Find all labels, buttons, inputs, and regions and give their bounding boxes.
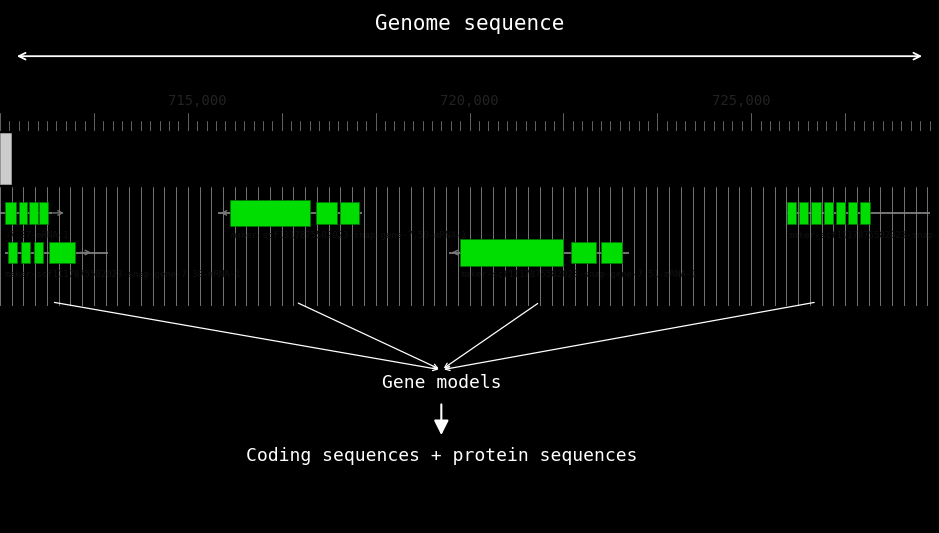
Bar	[29, 202, 38, 224]
Bar	[39, 202, 48, 224]
Bar	[860, 202, 870, 224]
Bar	[19, 202, 27, 224]
Bar	[21, 242, 30, 263]
Bar	[8, 242, 17, 263]
Bar	[601, 242, 622, 263]
Bar	[836, 202, 845, 224]
Bar	[811, 202, 821, 224]
Bar	[0, 133, 11, 184]
Text: 725,000: 725,000	[713, 94, 771, 108]
Bar	[787, 202, 796, 224]
Bar	[316, 202, 337, 224]
Bar	[5, 202, 16, 224]
Bar	[49, 242, 75, 263]
Bar	[848, 202, 857, 224]
Text: 715,000: 715,000	[168, 94, 226, 108]
Bar	[34, 242, 43, 263]
Text: maker-scf1117875582023-snap-gene-7.51-mRNA-1: maker-scf1117875582023-snap-gene-7.51-mR…	[460, 271, 697, 279]
Text: Gene models: Gene models	[381, 374, 501, 392]
Bar	[460, 239, 563, 265]
Bar	[824, 202, 833, 224]
Text: maker-scf1117875582023-snap-gene-7.55...: maker-scf1117875582023-snap-gene-7.55...	[789, 231, 939, 240]
Text: 720,000: 720,000	[440, 94, 499, 108]
Bar	[571, 242, 596, 263]
Bar	[799, 202, 808, 224]
Text: maker-scf1117875582023-snap-gene-7.50-mRNA-1: maker-scf1117875582023-snap-gene-7.50-mR…	[230, 231, 467, 240]
Bar	[230, 200, 310, 226]
Text: Genome sequence: Genome sequence	[375, 13, 564, 34]
Text: Coding sequences + protein sequences: Coding sequences + protein sequences	[246, 447, 637, 465]
Text: maker-scf1117875582023-snap-gene-7.38-mRNA-1: maker-scf1117875582023-snap-gene-7.38-mR…	[5, 271, 241, 279]
Bar	[340, 202, 359, 224]
Text: -7.37-mRNA-1: -7.37-mRNA-1	[5, 231, 69, 240]
